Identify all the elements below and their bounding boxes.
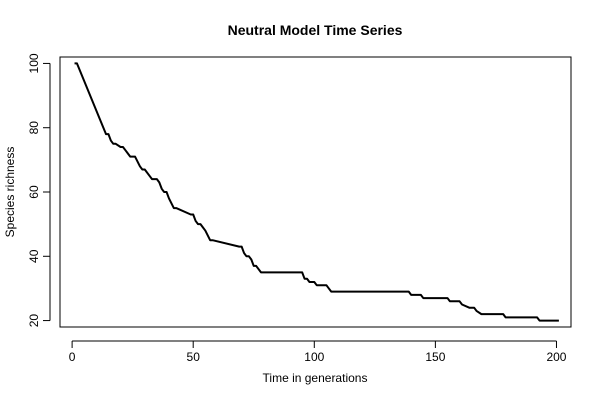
x-tick-label: 150 bbox=[425, 350, 445, 364]
y-tick-label: 80 bbox=[27, 121, 41, 135]
x-axis: 0 50 100 150 200 bbox=[69, 340, 567, 364]
x-tick-label: 100 bbox=[304, 350, 324, 364]
y-axis: 20 40 60 80 100 bbox=[27, 53, 51, 328]
series-layer bbox=[74, 62, 559, 322]
y-tick-label: 20 bbox=[27, 314, 41, 328]
x-tick-label: 0 bbox=[69, 350, 76, 364]
chart-title: Neutral Model Time Series bbox=[228, 22, 403, 38]
x-axis-label: Time in generations bbox=[263, 371, 368, 385]
plot-frame bbox=[59, 56, 572, 328]
series-line bbox=[74, 62, 559, 322]
y-tick-label: 40 bbox=[27, 249, 41, 263]
y-tick-label: 60 bbox=[27, 185, 41, 199]
y-axis-label: Species richness bbox=[3, 147, 17, 238]
x-tick-label: 200 bbox=[546, 350, 566, 364]
y-tick-label: 100 bbox=[27, 53, 41, 73]
x-tick-label: 50 bbox=[187, 350, 201, 364]
